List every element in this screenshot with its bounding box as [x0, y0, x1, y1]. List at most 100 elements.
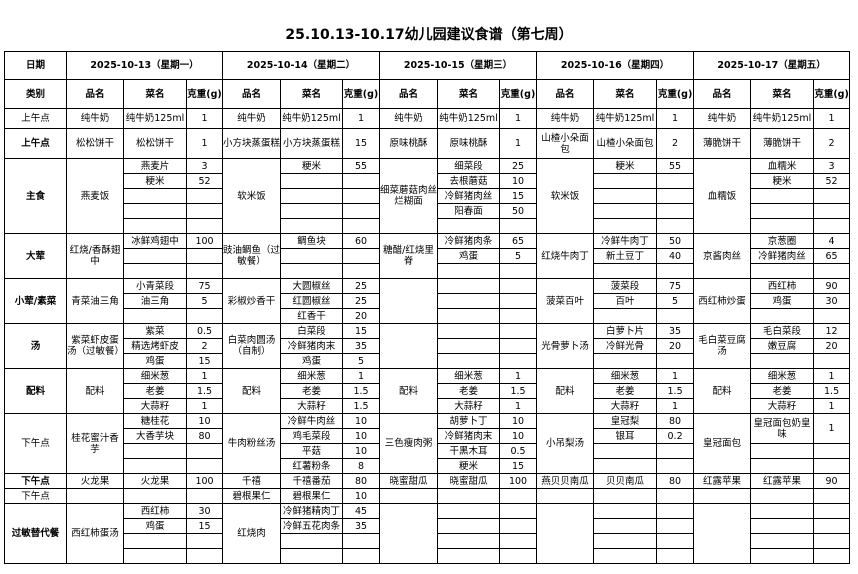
weight-cell	[342, 533, 381, 549]
weight-cell: 15	[342, 323, 381, 339]
weight-cell: 30	[185, 503, 224, 519]
ingredient-cell: 新土豆丁	[593, 248, 658, 264]
weight-cell	[813, 518, 851, 534]
ingredient-cell	[750, 218, 815, 234]
ingredient-cell: 去根蘑菇	[437, 173, 501, 189]
weight-cell: 10	[342, 443, 381, 459]
weight-cell	[813, 308, 851, 324]
weight-header: 克重(g)	[185, 79, 224, 109]
ingredient-cell: 红圆椒丝	[280, 293, 344, 309]
menu-row: 老姜 1.5 老姜 1.5 老姜 1.5 老姜 1.5 老姜 1.5	[5, 383, 851, 399]
dish-name-cell: 原味桃酥	[379, 128, 439, 159]
weight-cell	[813, 548, 851, 564]
weight-cell	[813, 203, 851, 219]
weight-header: 克重(g)	[499, 79, 538, 109]
ingredient-cell: 纯牛奶125ml	[750, 108, 815, 129]
date-header-row: 日期 2025-10-13（星期一） 2025-10-14（星期二） 2025-10-…	[4, 51, 851, 80]
dish-name-cell: 燕贝贝南瓜	[536, 473, 595, 489]
menu-row: 平菇 10 干黑木耳 0.5	[5, 443, 851, 459]
ingredient-cell	[123, 443, 187, 459]
dish-name-cell: 糖醋/红烧里脊	[379, 233, 439, 279]
menu-row: 配料 配料 细米葱 1 配料 细米葱 1 配料 细米葱 1 配料 细米葱 1 配料 细米葱 1	[4, 368, 851, 414]
ingredient-cell: 鸡蛋	[750, 293, 815, 309]
weight-cell	[185, 248, 224, 264]
weight-cell: 75	[185, 278, 224, 294]
ingredient-cell	[437, 533, 501, 549]
weight-cell	[342, 203, 381, 219]
weight-cell: 25	[499, 158, 538, 174]
dish-header: 菜名	[750, 79, 815, 109]
ingredient-cell: 碧根果仁	[280, 488, 344, 504]
menu-row: 阳春面 50	[5, 203, 851, 219]
weight-cell: 60	[342, 233, 381, 249]
ingredient-cell: 粳米	[123, 173, 187, 189]
weight-cell: 80	[656, 413, 695, 429]
weight-cell	[185, 203, 224, 219]
weight-cell: 35	[656, 323, 695, 339]
ingredient-cell: 原味桃酥	[437, 128, 501, 159]
dish-name-cell: 山楂小朵面包	[536, 128, 595, 159]
dish-name-cell	[379, 323, 439, 369]
dish-name-cell: 皇冠面包	[693, 413, 752, 474]
ingredient-cell: 鲷鱼块	[280, 233, 344, 249]
category-cell: 下午点	[4, 473, 67, 489]
ingredient-cell: 鸡蛋	[280, 353, 344, 369]
category-cell: 上午点	[4, 128, 67, 159]
ingredient-cell: 油三角	[123, 293, 187, 309]
ingredient-cell	[593, 188, 658, 204]
ingredient-cell: 血糯米	[750, 158, 815, 174]
category-cell: 大荤	[4, 233, 67, 279]
weight-cell: 100	[499, 473, 538, 489]
ingredient-cell	[123, 533, 187, 549]
category-cell: 小荤/素菜	[4, 278, 67, 324]
weight-cell: 4	[813, 233, 851, 249]
weight-cell: 5	[656, 293, 695, 309]
menu-row: 上午点 松松饼干 松松饼干 1 小方块蒸蛋糕 小方块蒸蛋糕 15 原味桃酥 原味桃酥 1 山楂小朵面…	[4, 128, 851, 159]
weight-cell	[342, 188, 381, 204]
ingredient-cell: 小方块蒸蛋糕	[280, 128, 344, 159]
day-header: 2025-10-13（星期一）	[65, 51, 224, 80]
ingredient-cell: 细米葱	[437, 368, 501, 384]
weight-header: 克重(g)	[342, 79, 381, 109]
ingredient-cell: 老姜	[593, 383, 658, 399]
ingredient-cell	[437, 278, 501, 294]
dish-name-cell: 红露苹果	[693, 473, 752, 489]
dish-name-cell: 配料	[379, 368, 439, 414]
ingredient-cell	[437, 308, 501, 324]
weight-cell: 1.5	[342, 398, 381, 414]
ingredient-cell: 冷鲜猪肉丝	[437, 188, 501, 204]
dish-name-cell: 晓蜜甜瓜	[379, 473, 439, 489]
weight-cell: 1	[185, 368, 224, 384]
weight-cell	[185, 218, 224, 234]
dish-name-cell: 红烧牛肉丁	[536, 233, 595, 279]
ingredient-cell: 粳米	[593, 158, 658, 174]
ingredient-cell	[280, 188, 344, 204]
weight-cell: 75	[656, 278, 695, 294]
weight-cell: 10	[342, 488, 381, 504]
weight-cell: 0.5	[185, 323, 224, 339]
menu-row: 红薯粉条 8 粳米 15	[5, 458, 851, 474]
weight-cell	[813, 533, 851, 549]
weight-cell	[656, 353, 695, 369]
ingredient-cell	[750, 503, 815, 519]
dish-name-cell: 纯牛奶	[693, 108, 752, 129]
ingredient-cell	[593, 263, 658, 279]
ingredient-cell: 干黑木耳	[437, 443, 501, 459]
ingredient-cell	[593, 353, 658, 369]
menu-row: 下午点 碧根果仁 碧根果仁 10	[4, 488, 851, 504]
menu-row: 小荤/素菜 青菜油三角 小青菜段 75 彩椒炒香干 大圆椒丝 25 菠菜百叶 菠菜段 75 西红柿炒…	[4, 278, 851, 324]
ingredient-cell: 西红柿	[123, 503, 187, 519]
weight-cell: 12	[813, 323, 851, 339]
category-cell: 下午点	[4, 413, 67, 474]
ingredient-cell: 山楂小朵面包	[593, 128, 658, 159]
weight-cell: 20	[342, 308, 381, 324]
ingredient-cell	[437, 353, 501, 369]
ingredient-cell: 百叶	[593, 293, 658, 309]
menu-row	[5, 263, 851, 279]
weight-cell: 1	[185, 108, 224, 129]
ingredient-cell	[750, 308, 815, 324]
weight-cell: 52	[185, 173, 224, 189]
ingredient-cell: 薄脆饼干	[750, 128, 815, 159]
weight-cell	[656, 308, 695, 324]
ingredient-cell: 纯牛奶125ml	[123, 108, 187, 129]
